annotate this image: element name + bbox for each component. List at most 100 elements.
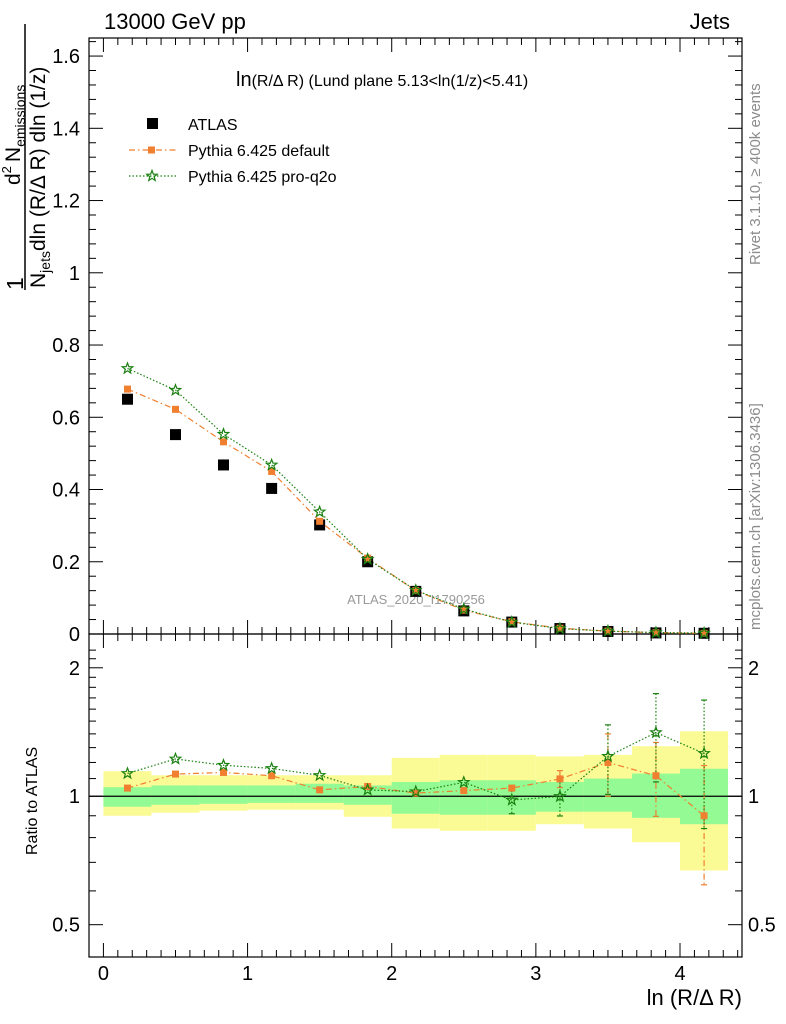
ratio-point-default (412, 789, 420, 797)
main-point-atlas (266, 482, 278, 494)
ratio-y-tick-label-right: 2 (748, 658, 759, 680)
main-point-default (604, 627, 612, 635)
main-point-default (316, 517, 324, 525)
x-tick-label: 4 (674, 963, 685, 985)
ratio-band-inner-bin (151, 785, 200, 805)
ratio-y-tick-label: 1 (69, 786, 80, 808)
y-tick-label: 0.4 (52, 480, 80, 502)
ratio-point-default (123, 784, 131, 792)
main-point-pro-q2o (360, 552, 375, 566)
legend-marker-pro-q2o (145, 168, 159, 182)
x-tick-label: 2 (386, 963, 397, 985)
main-point-default (412, 587, 420, 595)
main-point-default (123, 385, 131, 393)
ratio-point-pro-q2o (120, 766, 135, 780)
y-tick-label: 0.2 (52, 552, 80, 574)
mcplots-label: mcplots.cern.ch [arXiv:1306.3436] (747, 403, 764, 630)
ratio-point-pro-q2o (456, 775, 471, 789)
ratio-band-inner-bin (103, 787, 152, 807)
ratio-point-default (364, 782, 372, 790)
ratio-point-default (508, 784, 516, 792)
header-jets-label: Jets (690, 9, 730, 34)
x-tick-label: 0 (98, 963, 109, 985)
ratio-point-pro-q2o (504, 792, 519, 806)
legend-marker-default (148, 146, 155, 154)
ratio-ylabel: Ratio to ATLAS (24, 747, 41, 855)
ratio-point-pro-q2o (312, 768, 327, 782)
main-point-pro-q2o (264, 457, 279, 471)
main-point-default (219, 438, 227, 446)
ratio-y-tick-label-right: 0.5 (748, 915, 776, 937)
x-tick-label: 3 (530, 963, 541, 985)
plot-title: ln(R/Δ R) (Lund plane 5.13<ln(1/z)<5.41) (236, 69, 528, 91)
ratio-point-default (556, 775, 564, 783)
ylabel-denominator: Njetsdln (R/Δ R) dln (1/z) (27, 67, 53, 288)
ylabel-jets: jets (37, 251, 53, 274)
main-point-pro-q2o (456, 601, 471, 615)
ratio-xlabel: ln (R/Δ R) (647, 985, 742, 1010)
legend-label-atlas: ATLAS (188, 117, 238, 134)
main-point-pro-q2o (601, 623, 615, 637)
main-point-pro-q2o (649, 625, 663, 639)
main-point-pro-q2o (697, 625, 711, 639)
main-point-default (556, 624, 564, 632)
main-point-default (364, 554, 372, 562)
ratio-band-inner-bin (247, 785, 296, 803)
ylabel-n: N (27, 273, 50, 288)
chart-marks: 0 1 2 3 4 0 0.2 0.4 0.6 0.8 1 1.2 1.4 1.6 0.5 0.5 1 1 2 2 (52, 37, 776, 985)
rivet-version-label: Rivet 3.1.10, ≥ 400k events (747, 83, 764, 265)
main-point-pro-q2o (120, 361, 135, 375)
main-plot-frame (88, 37, 743, 635)
main-point-pro-q2o (504, 614, 519, 628)
y-tick-label: 1.2 (52, 191, 80, 213)
ylabel-d: d (2, 173, 25, 185)
ratio-point-default (460, 787, 468, 795)
plot-title-main: ln (236, 69, 252, 91)
ratio-point-pro-q2o (360, 782, 375, 796)
main-point-pro-q2o (168, 382, 183, 397)
ratio-point-pro-q2o (216, 758, 231, 772)
ratio-point-pro-q2o (697, 746, 711, 760)
legend: ATLAS Pythia 6.425 default Pythia 6.425 … (129, 117, 337, 186)
main-point-default (171, 405, 179, 413)
ratio-point-default (171, 770, 179, 778)
legend-marker-atlas (147, 118, 158, 129)
main-point-pro-q2o (312, 504, 327, 518)
ratio-line-pro-q2o (127, 731, 705, 801)
ratio-band-inner-bin (343, 785, 392, 805)
y-tick-label: 0 (69, 624, 80, 646)
ratio-point-pro-q2o (601, 749, 615, 763)
main-point-atlas (169, 429, 181, 441)
y-tick-label: 0.8 (52, 335, 80, 357)
ratio-point-pro-q2o (264, 761, 279, 775)
legend-star-shape (145, 168, 159, 182)
ratio-point-pro-q2o (553, 789, 567, 803)
ratio-point-pro-q2o (408, 784, 423, 798)
plot-title-rest: (R/Δ R) (Lund plane 5.13<ln(1/z)<5.41) (252, 73, 529, 90)
main-point-pro-q2o (408, 583, 423, 597)
ratio-y-tick-label: 2 (69, 658, 80, 680)
ratio-point-default (652, 772, 660, 780)
ratio-point-default (268, 772, 276, 780)
y-tick-label: 1.6 (52, 46, 80, 68)
ylabel-num-n: N (2, 147, 25, 162)
main-point-atlas (314, 519, 326, 531)
y-tick-label: 1 (69, 263, 80, 285)
x-tick-label: 1 (242, 963, 253, 985)
ylabel-denom-rest: dln (R/Δ R) dln (1/z) (27, 67, 50, 251)
ratio-point-default (700, 812, 708, 820)
ylabel-numerator: d2 Nemissions (0, 85, 28, 185)
header-process-label: 13000 GeV pp (104, 9, 246, 34)
legend-label-default: Pythia 6.425 default (188, 143, 330, 160)
ratio-band-inner-bin (199, 785, 248, 804)
main-point-atlas (121, 393, 133, 405)
ratio-y-tick-label-right: 1 (748, 786, 759, 808)
ylabel-emissions: emissions (12, 85, 28, 147)
ylabel-one: 1 (2, 277, 28, 290)
main-point-pro-q2o (553, 621, 567, 635)
ratio-point-pro-q2o (649, 725, 663, 739)
main-point-atlas (217, 459, 229, 471)
ratio-point-default (316, 786, 324, 794)
ratio-plot-frame (88, 633, 743, 958)
